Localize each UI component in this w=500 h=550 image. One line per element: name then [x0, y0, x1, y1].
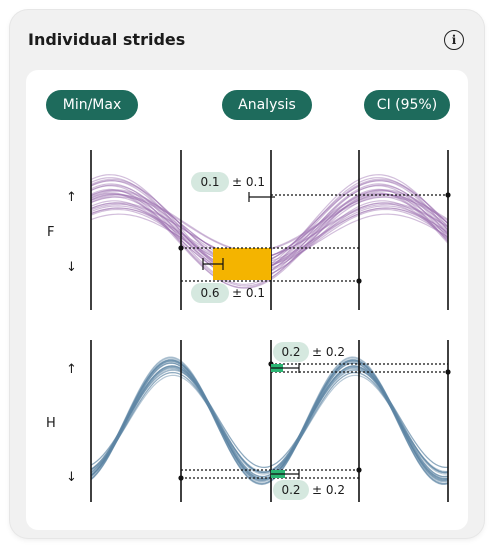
- f-label: F: [47, 225, 54, 240]
- h-lines-trace: [90, 358, 449, 481]
- f-upper-dot: [445, 192, 451, 198]
- h-lines-trace: [90, 371, 449, 474]
- card-title: Individual strides: [28, 30, 186, 49]
- h-lines-trace: [90, 360, 449, 480]
- h-upper-sd: ± 0.2: [312, 345, 345, 359]
- h-lower-dot-left: [178, 475, 184, 481]
- min-max-button[interactable]: Min/Max: [46, 90, 138, 120]
- h-lines-trace: [90, 362, 449, 485]
- h-lines-trace: [90, 365, 449, 474]
- f-annotations: 0.1 ± 0.1 0.6 ± 0.1: [178, 172, 451, 303]
- ci-95-button[interactable]: CI (95%): [364, 90, 450, 120]
- analysis-button[interactable]: Analysis: [222, 90, 312, 120]
- f-down-arrow: ↓: [66, 260, 77, 275]
- h-lines-trace: [90, 365, 449, 473]
- info-icon[interactable]: i: [444, 30, 464, 50]
- h-stride-lines: [90, 356, 449, 486]
- h-lower-value: 0.2: [281, 483, 300, 497]
- f-up-arrow: ↑: [66, 190, 77, 205]
- h-down-arrow: ↓: [66, 470, 77, 485]
- h-upper-value-pill: [273, 342, 309, 362]
- h-lines-trace: [90, 362, 449, 484]
- h-lower-value-pill: [273, 480, 309, 500]
- h-lines-trace: [90, 365, 449, 478]
- f-lower-value-pill: [191, 283, 229, 303]
- h-lines-trace: [90, 369, 449, 469]
- h-annotations: 0.2 ± 0.2 0.2 ± 0.2: [178, 342, 451, 500]
- f-lower-dot-right: [356, 278, 362, 284]
- f-upper-value-pill: [191, 172, 229, 192]
- h-lines-trace: [90, 357, 449, 482]
- h-lower-dot-right: [356, 467, 362, 473]
- f-upper-value: 0.1: [200, 175, 219, 189]
- h-up-arrow: ↑: [66, 362, 77, 377]
- h-lines-trace: [90, 356, 449, 482]
- h-lines-trace: [90, 360, 449, 486]
- f-upper-sd: ± 0.1: [232, 175, 265, 189]
- h-lower-sd: ± 0.2: [312, 483, 345, 497]
- h-upper-value: 0.2: [281, 345, 300, 359]
- f-lower-dot-left: [178, 245, 184, 251]
- h-lines-trace: [90, 365, 449, 480]
- h-lines-trace: [90, 359, 449, 485]
- f-lower-sd: ± 0.1: [232, 286, 265, 300]
- h-label: H: [46, 416, 56, 431]
- h-lines-trace: [90, 366, 449, 474]
- h-lines-trace: [90, 360, 449, 478]
- plot-area: [26, 70, 468, 530]
- h-lines-trace: [90, 359, 449, 483]
- h-lines-trace: [90, 367, 449, 480]
- f-lower-value: 0.6: [200, 286, 219, 300]
- h-lines-trace: [90, 359, 449, 478]
- h-lines-trace: [90, 368, 449, 469]
- h-upper-dot-right: [445, 369, 451, 375]
- h-lines-trace: [90, 371, 449, 475]
